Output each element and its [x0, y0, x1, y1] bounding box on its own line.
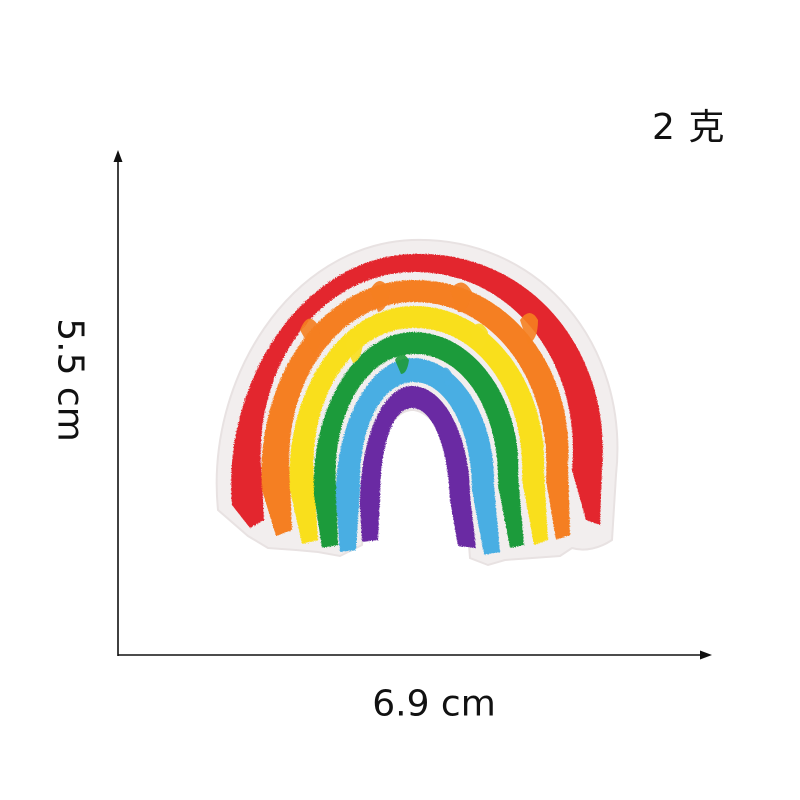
purple-stripe [360, 386, 476, 548]
yellow-stripe [289, 305, 548, 545]
drip-details [300, 281, 538, 386]
weight-label: 2 克 [652, 107, 726, 148]
green-stripe [313, 331, 524, 548]
width-axis-arrow-icon [700, 650, 712, 660]
width-label: 6.9 cm [372, 683, 496, 725]
height-axis-arrow-icon [113, 150, 123, 162]
blue-stripe [335, 358, 500, 555]
height-label: 5.5 cm [49, 318, 91, 442]
